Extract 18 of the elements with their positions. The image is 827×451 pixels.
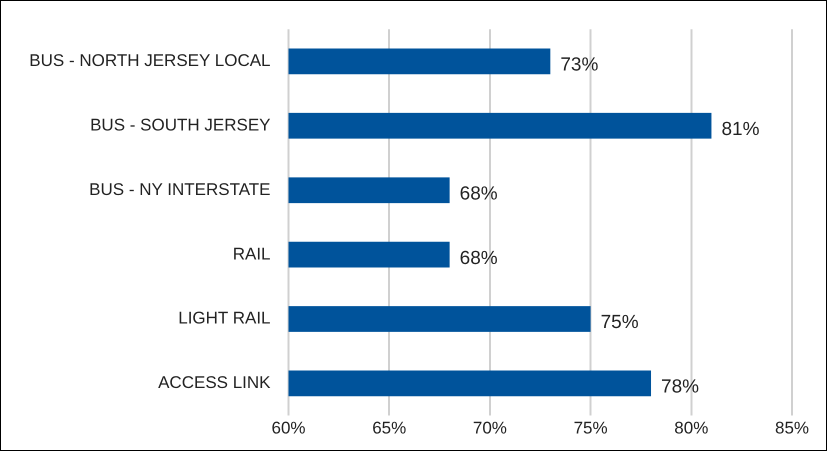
- data-label: 75%: [600, 312, 639, 334]
- y-tick-label: BUS - SOUTH JERSEY: [90, 115, 271, 134]
- x-tick-label: 85%: [774, 418, 810, 438]
- x-tick-label: 65%: [372, 418, 406, 438]
- data-label: 68%: [460, 248, 498, 269]
- x-tick-label: 60%: [272, 418, 306, 438]
- x-tick-label: 75%: [574, 418, 608, 438]
- data-label: 73%: [560, 54, 598, 76]
- x-tick-label: 70%: [472, 418, 507, 438]
- y-tick-label: BUS - NORTH JERSEY LOCAL: [29, 51, 271, 70]
- x-tick-label: 80%: [674, 418, 708, 438]
- data-label: 81%: [721, 119, 760, 140]
- data-label: 78%: [661, 376, 700, 398]
- y-tick-label: RAIL: [232, 244, 271, 264]
- data-label: 68%: [460, 183, 498, 204]
- y-tick-label: BUS - NY INTERSTATE: [89, 180, 271, 199]
- y-tick-label: LIGHT RAIL: [178, 308, 271, 328]
- y-tick-label: ACCESS LINK: [158, 373, 272, 392]
